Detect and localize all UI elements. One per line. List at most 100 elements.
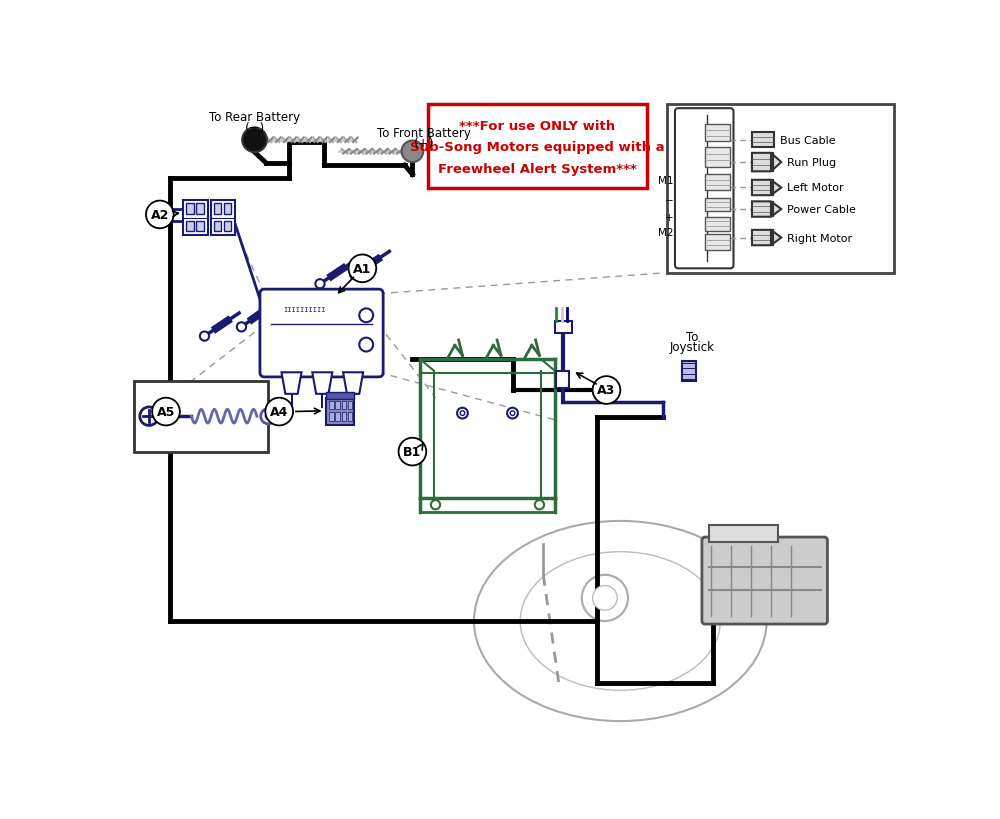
FancyBboxPatch shape [361,255,383,273]
Text: Freewheel Alert System***: Freewheel Alert System*** [438,162,637,175]
Bar [196,204,204,215]
Ellipse shape [474,521,767,722]
Ellipse shape [520,552,720,690]
Text: ***For use ONLY with: ***For use ONLY with [459,120,616,133]
Bar [186,204,194,215]
Bar [705,125,730,143]
Polygon shape [312,373,332,395]
Bar [682,361,696,382]
Circle shape [350,270,359,280]
Polygon shape [282,373,302,395]
Circle shape [265,398,293,426]
Bar [224,204,231,215]
Bar [214,221,221,232]
Text: Bus Cable: Bus Cable [780,136,835,146]
Circle shape [265,414,271,420]
Polygon shape [752,154,781,172]
Circle shape [359,309,373,323]
Text: Power Cable: Power Cable [787,205,856,215]
Bar [134,382,268,452]
Text: M2: M2 [658,228,673,238]
Text: Left Motor: Left Motor [787,183,844,193]
Text: A2: A2 [151,209,169,222]
Bar [666,105,894,274]
Text: A5: A5 [157,405,175,419]
Text: M1: M1 [658,175,673,186]
Circle shape [146,201,174,229]
Circle shape [348,256,376,283]
FancyBboxPatch shape [702,537,827,624]
Polygon shape [343,373,363,395]
Circle shape [359,338,373,352]
Text: +: + [665,212,673,223]
Text: A3: A3 [597,384,616,397]
Text: A1: A1 [353,263,372,275]
FancyBboxPatch shape [675,109,733,269]
Circle shape [582,575,628,622]
Bar [342,413,346,421]
Bar [214,204,221,215]
Text: (+): (+) [414,137,434,150]
Text: −: − [665,196,673,206]
Circle shape [402,142,423,163]
Text: B1: B1 [403,446,422,459]
Polygon shape [752,180,781,196]
Bar [556,371,569,388]
FancyBboxPatch shape [211,316,233,334]
Circle shape [593,377,620,405]
Circle shape [593,586,617,610]
Bar [211,201,235,236]
Bar [342,401,346,410]
Circle shape [200,332,209,342]
Bar [335,413,340,421]
Bar [752,133,774,148]
Circle shape [457,408,468,419]
Bar [705,148,730,168]
Circle shape [510,411,515,416]
FancyBboxPatch shape [260,290,383,378]
FancyBboxPatch shape [247,306,269,325]
Bar [705,235,730,251]
Circle shape [261,409,276,424]
Text: Right Motor: Right Motor [787,233,853,243]
Circle shape [399,438,426,466]
Text: Sub-Song Motors equipped with a: Sub-Song Motors equipped with a [410,141,665,154]
Circle shape [535,500,544,509]
Bar [329,401,334,410]
Text: To Front Battery: To Front Battery [377,126,471,139]
Bar [224,221,231,232]
Bar [335,401,340,410]
Circle shape [315,280,325,289]
Bar [326,398,354,425]
Text: Joystick: Joystick [669,341,714,354]
Bar [186,221,194,232]
Bar [709,525,778,542]
Bar [705,198,730,212]
Bar [555,321,572,333]
Polygon shape [752,202,781,218]
Text: IIIIIIIIII: IIIIIIIIII [283,307,326,313]
Text: A4: A4 [270,405,288,419]
Bar [705,218,730,231]
Bar [705,175,730,191]
Circle shape [237,323,246,332]
Bar [196,221,204,232]
Text: (−): (−) [244,122,265,135]
Bar [348,401,352,410]
Text: To: To [686,330,698,343]
Circle shape [507,408,518,419]
Circle shape [460,411,465,416]
Circle shape [242,129,267,153]
Circle shape [140,407,158,426]
Bar [348,413,352,421]
Circle shape [152,398,180,426]
Circle shape [431,500,440,509]
Bar [183,201,208,236]
Bar [428,105,647,189]
Text: Run Plug: Run Plug [787,158,837,168]
Text: To Rear Battery: To Rear Battery [209,111,300,124]
Bar [326,392,354,400]
Polygon shape [752,231,781,246]
Bar [329,413,334,421]
FancyBboxPatch shape [326,264,348,282]
